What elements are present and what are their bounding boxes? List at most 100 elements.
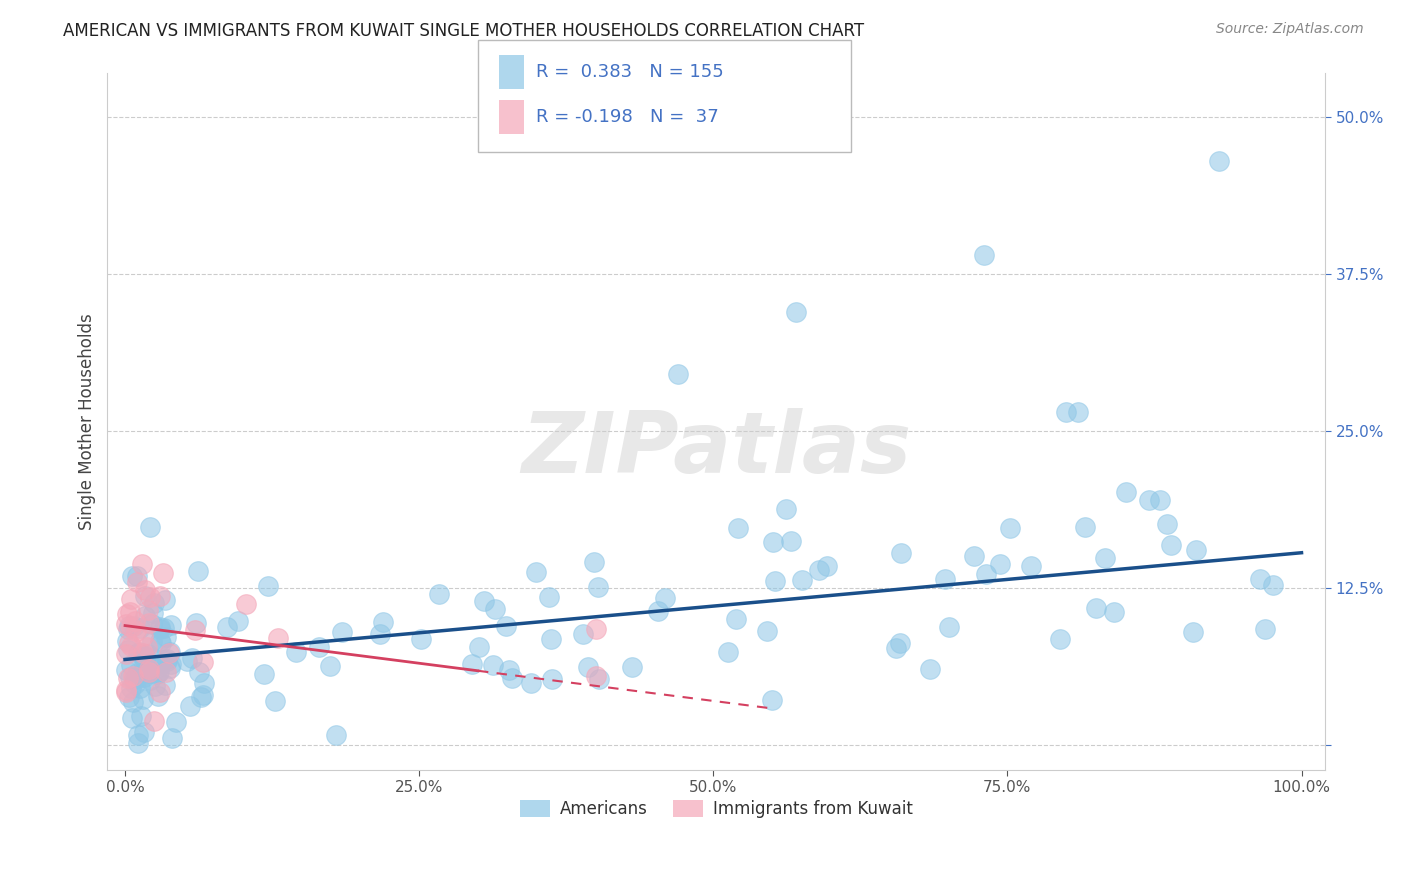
Point — [124, 614, 146, 628]
Point — [666, 368, 689, 382]
Point — [132, 646, 155, 660]
Point — [1049, 632, 1071, 646]
Point — [763, 574, 786, 588]
Point — [187, 665, 209, 679]
Point — [136, 603, 159, 617]
Point — [117, 618, 139, 632]
Point — [138, 665, 160, 680]
Point — [973, 248, 995, 262]
Point — [1156, 516, 1178, 531]
Point — [429, 587, 451, 601]
Point — [128, 681, 150, 695]
Point — [145, 667, 167, 681]
Point — [484, 602, 506, 616]
Text: R =  0.383   N = 155: R = 0.383 N = 155 — [536, 63, 724, 81]
Point — [121, 669, 143, 683]
Point — [884, 640, 907, 655]
Point — [131, 557, 153, 571]
Point — [1115, 485, 1137, 500]
Point — [585, 622, 607, 636]
Point — [159, 646, 181, 660]
Point — [654, 591, 676, 606]
Point — [461, 657, 484, 671]
Point — [472, 594, 495, 608]
Point — [115, 633, 138, 648]
Point — [159, 618, 181, 632]
Point — [807, 564, 830, 578]
Text: AMERICAN VS IMMIGRANTS FROM KUWAIT SINGLE MOTHER HOUSEHOLDS CORRELATION CHART: AMERICAN VS IMMIGRANTS FROM KUWAIT SINGL… — [63, 22, 865, 40]
Point — [121, 569, 143, 583]
Point — [319, 659, 342, 673]
Point — [576, 660, 599, 674]
Point — [1074, 520, 1097, 534]
Point — [122, 619, 145, 633]
Point — [129, 709, 152, 723]
Point — [409, 632, 432, 646]
Point — [890, 546, 912, 560]
Point — [120, 681, 142, 695]
Point — [134, 653, 156, 667]
Point — [621, 659, 644, 673]
Point — [371, 615, 394, 629]
Point — [138, 662, 160, 676]
Point — [520, 676, 543, 690]
Point — [226, 614, 249, 628]
Point — [156, 652, 179, 666]
Point — [128, 646, 150, 660]
Point — [141, 634, 163, 648]
Point — [132, 691, 155, 706]
Point — [582, 555, 605, 569]
Point — [184, 616, 207, 631]
Point — [128, 645, 150, 659]
Point — [498, 664, 520, 678]
Point — [998, 520, 1021, 534]
Point — [132, 629, 155, 643]
Point — [325, 728, 347, 742]
Point — [148, 689, 170, 703]
Point — [179, 698, 201, 713]
Point — [1254, 622, 1277, 636]
Point — [117, 622, 139, 636]
Point — [253, 666, 276, 681]
Point — [790, 573, 813, 587]
Point — [920, 662, 942, 676]
Point — [127, 728, 149, 742]
Point — [1160, 538, 1182, 552]
Point — [180, 651, 202, 665]
Point — [136, 648, 159, 662]
Point — [132, 670, 155, 684]
Point — [785, 304, 807, 318]
Point — [165, 714, 187, 729]
Point — [257, 579, 280, 593]
Point — [190, 690, 212, 704]
Point — [159, 644, 181, 658]
Point — [1149, 493, 1171, 508]
Point — [127, 736, 149, 750]
Point — [120, 620, 142, 634]
Point — [149, 634, 172, 648]
Point — [122, 672, 145, 686]
Point — [127, 665, 149, 680]
Point — [308, 640, 330, 655]
Point — [193, 688, 215, 702]
Point — [149, 589, 172, 603]
Point — [146, 666, 169, 681]
Point — [1185, 542, 1208, 557]
Point — [215, 620, 238, 634]
Point — [153, 678, 176, 692]
Point — [128, 621, 150, 635]
Point — [115, 683, 138, 698]
Point — [125, 574, 148, 589]
Point — [889, 635, 911, 649]
Point — [1208, 153, 1230, 168]
Point — [155, 593, 177, 607]
Point — [155, 631, 177, 645]
Point — [727, 521, 749, 535]
Point — [115, 663, 138, 677]
Point — [976, 567, 998, 582]
Point — [118, 605, 141, 619]
Point — [142, 596, 165, 610]
Point — [1249, 572, 1271, 586]
Point — [815, 558, 838, 573]
Point — [285, 645, 308, 659]
